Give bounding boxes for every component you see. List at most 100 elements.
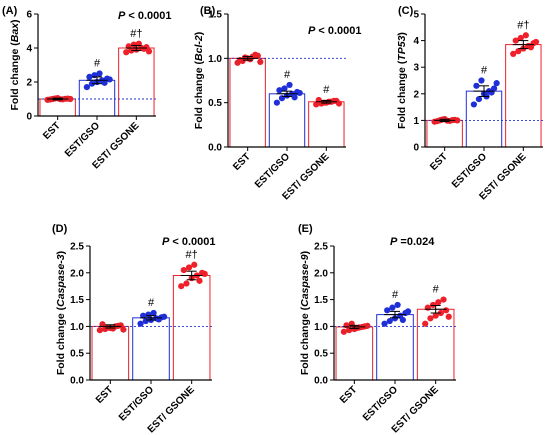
y-axis-label: Fold change (Bax) — [9, 19, 21, 110]
data-point — [510, 50, 517, 58]
data-point — [522, 32, 529, 39]
bar-0 — [229, 57, 266, 148]
y-axis-label: Fold change (TP53) — [396, 32, 408, 129]
data-point — [178, 283, 185, 290]
data-point — [252, 51, 259, 58]
bar-2 — [416, 308, 455, 381]
data-point — [429, 301, 437, 309]
data-point — [432, 312, 439, 319]
data-point — [247, 56, 254, 63]
y-tick-label: 0.5 — [70, 349, 84, 360]
significance-marker: # — [392, 289, 399, 301]
data-point — [422, 320, 429, 327]
bar-2 — [308, 101, 345, 148]
y-axis-label: Fold change (Bcl-2) — [193, 32, 205, 129]
data-point — [493, 80, 500, 87]
y-tick-label: 1.5 — [70, 295, 84, 306]
bar-0 — [335, 326, 374, 381]
bar-0 — [426, 119, 463, 148]
data-point — [399, 316, 406, 324]
panel-label: (E) — [298, 223, 313, 235]
y-tick-label: 1.5 — [314, 295, 328, 306]
x-tick-label: EST — [94, 384, 116, 406]
y-tick-label: 2 — [413, 89, 419, 100]
y-tick-label: 1.5 — [208, 10, 222, 21]
data-point — [276, 87, 283, 94]
data-point — [384, 307, 391, 314]
data-point — [532, 38, 540, 46]
x-tick-label: EST — [428, 151, 450, 173]
x-tick-label: EST — [41, 120, 63, 142]
bar-1 — [132, 317, 170, 381]
data-point — [343, 322, 350, 329]
data-point — [191, 261, 198, 268]
data-point — [435, 299, 442, 306]
x-tick-label: EST/GSO — [361, 384, 400, 423]
data-point — [123, 49, 130, 56]
y-tick-label: 0.5 — [208, 98, 222, 109]
data-point — [433, 118, 441, 125]
data-point — [140, 312, 147, 319]
significance-marker: # — [323, 84, 330, 96]
significance-marker: # — [148, 297, 155, 309]
bar-2 — [505, 44, 542, 148]
data-point — [142, 317, 149, 325]
data-point — [46, 96, 54, 103]
data-point — [99, 321, 106, 328]
significance-marker: # — [433, 284, 440, 296]
significance-marker: #† — [130, 28, 142, 40]
data-point — [109, 325, 117, 332]
data-point — [512, 37, 519, 44]
data-point — [335, 100, 343, 107]
bar-2 — [172, 274, 211, 381]
data-point — [454, 117, 461, 124]
data-point — [196, 277, 203, 284]
y-tick-label: 2 — [26, 78, 32, 89]
data-point — [488, 89, 495, 96]
y-tick-label: 1 — [413, 116, 419, 127]
chart-panel-c: (C) # #† 0 1 2 3 4 5 Fold change (TP53) EST EST/GSO… — [396, 5, 543, 202]
data-point — [180, 267, 187, 274]
data-point — [424, 304, 431, 311]
data-point — [389, 304, 396, 311]
data-point — [330, 97, 338, 104]
y-tick-label: 1.0 — [208, 54, 222, 65]
data-point — [391, 315, 399, 322]
panel-label: (A) — [2, 5, 18, 17]
data-point — [145, 48, 153, 55]
data-point — [86, 73, 93, 80]
data-point — [427, 315, 434, 322]
x-tick-label: EST/GSO — [253, 151, 292, 190]
data-point — [160, 313, 168, 320]
x-tick-label: EST — [338, 384, 360, 406]
y-tick-label: 2.5 — [314, 242, 328, 253]
data-point — [440, 296, 447, 303]
data-point — [185, 264, 193, 271]
y-tick-label: 0.0 — [314, 376, 328, 387]
bar-1 — [465, 90, 503, 148]
y-tick-label: 2.0 — [70, 268, 84, 279]
y-tick-label: 0 — [413, 143, 419, 154]
significance-marker: # — [94, 58, 101, 70]
data-point — [515, 48, 522, 55]
data-point — [273, 99, 280, 106]
p-value-label: P < 0.0001 — [162, 236, 216, 248]
data-point — [96, 327, 103, 334]
data-point — [296, 89, 303, 97]
y-tick-label: 0.5 — [314, 349, 328, 360]
y-tick-label: 1.0 — [314, 322, 328, 333]
data-point — [201, 270, 208, 277]
data-point — [517, 34, 524, 42]
data-point — [286, 81, 293, 89]
data-point — [386, 317, 393, 325]
data-point — [137, 320, 144, 327]
y-axis-label: Fold change (Caspase-9) — [299, 251, 311, 375]
data-point — [437, 309, 444, 317]
significance-marker: # — [284, 69, 291, 81]
data-point — [88, 80, 96, 87]
y-axis-label: Fold change (Caspase-3) — [55, 251, 67, 375]
data-point — [120, 326, 127, 333]
data-point — [96, 70, 103, 77]
